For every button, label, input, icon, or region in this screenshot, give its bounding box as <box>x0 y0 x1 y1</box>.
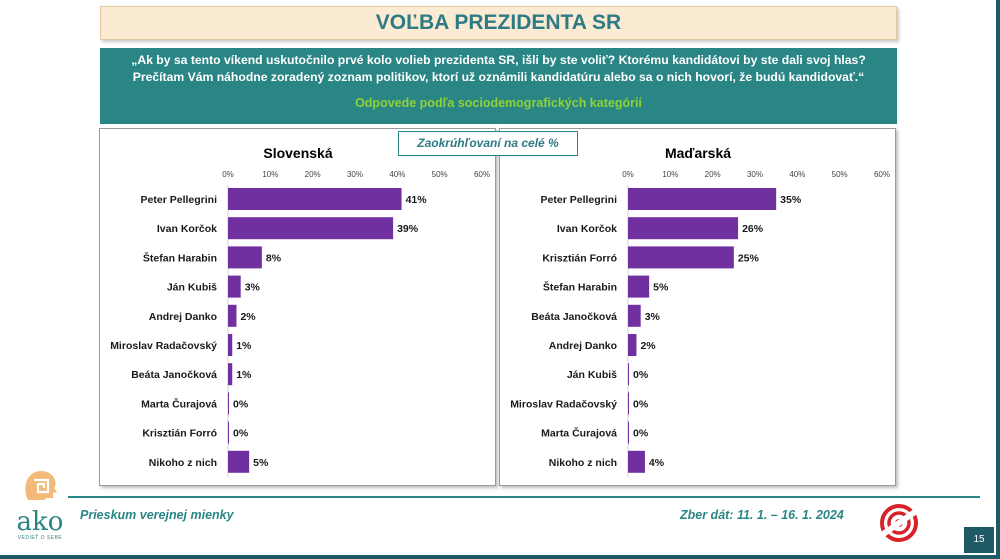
question-box: „Ak by sa tento víkend uskutočnilo prvé … <box>100 48 897 124</box>
bar <box>628 392 629 415</box>
data-label: 1% <box>236 340 252 352</box>
category-label: Andrej Danko <box>549 340 617 352</box>
bar <box>228 421 229 444</box>
data-label: 3% <box>245 282 261 294</box>
category-label: Beáta Janočková <box>131 369 217 381</box>
bar <box>228 246 262 269</box>
x-tick-label: 0% <box>622 170 634 179</box>
footer-divider <box>68 496 980 498</box>
data-label: 4% <box>649 457 665 469</box>
data-label: 5% <box>253 457 269 469</box>
category-label: Ivan Korčok <box>557 223 617 235</box>
bar <box>228 188 402 210</box>
category-label: Nikoho z nich <box>549 457 617 469</box>
rounding-note: Zaokrúhľovaní na celé % <box>398 131 578 156</box>
x-tick-label: 60% <box>874 170 890 179</box>
category-label: Ján Kubiš <box>167 282 217 294</box>
data-label: 5% <box>653 282 669 294</box>
data-label: 1% <box>236 369 252 381</box>
ako-logo-word: ako <box>16 507 64 537</box>
category-label: Krisztián Forró <box>142 428 217 440</box>
partner-logo-icon <box>879 504 919 542</box>
data-label: 25% <box>738 252 760 264</box>
category-label: Štefan Harabin <box>543 281 617 294</box>
bar <box>628 421 629 444</box>
category-label: Marta Čurajová <box>541 427 617 440</box>
x-tick-label: 30% <box>347 170 363 179</box>
bar <box>228 275 241 298</box>
data-label: 2% <box>240 311 256 323</box>
x-tick-label: 40% <box>789 170 805 179</box>
bar <box>628 246 734 269</box>
category-label: Beáta Janočková <box>531 311 617 323</box>
bar <box>628 275 650 298</box>
category-label: Štefan Harabin <box>143 251 217 264</box>
panel-madarska: Maďarská 0% 10% 20% 30% 40% 50% 60% Peter Pelleg… <box>499 128 896 486</box>
x-tick-label: 10% <box>662 170 678 179</box>
bar <box>628 188 777 210</box>
bar <box>628 217 739 240</box>
category-label: Peter Pellegrini <box>541 194 618 206</box>
bar <box>228 392 229 415</box>
data-label: 2% <box>640 340 656 352</box>
x-tick-label: 30% <box>747 170 763 179</box>
data-label: 0% <box>633 398 649 410</box>
title-banner: VOĽBA PREZIDENTA SR <box>100 6 897 40</box>
data-label: 26% <box>742 223 764 235</box>
category-label: Ivan Korčok <box>157 223 217 235</box>
category-label: Andrej Danko <box>149 311 217 323</box>
data-label: 3% <box>645 311 661 323</box>
question-line-2: Prečítam Vám náhodne zoradený zoznam pol… <box>132 70 865 84</box>
data-label: 39% <box>397 223 419 235</box>
chart-madarska: Maďarská 0% 10% 20% 30% 40% 50% 60% Peter Pelleg… <box>510 145 890 477</box>
bar <box>628 304 641 327</box>
category-label: Peter Pellegrini <box>141 194 218 206</box>
bar <box>628 363 629 386</box>
ako-head-icon <box>25 470 57 500</box>
question-text: „Ak by sa tento víkend uskutočnilo prvé … <box>100 48 897 86</box>
panel-slovenska: Slovenská 0% 10% 20% 30% 40% 50% 60% Peter Pelle… <box>99 128 496 486</box>
x-tick-label: 60% <box>474 170 490 179</box>
category-label: Nikoho z nich <box>149 457 217 469</box>
x-tick-label: 20% <box>705 170 721 179</box>
ako-logo: ako VEDIEŤ O SEBE <box>10 468 70 548</box>
data-label: 0% <box>633 369 649 381</box>
data-label: 8% <box>266 252 282 264</box>
bar <box>628 450 645 473</box>
ako-logo-tagline: VEDIEŤ O SEBE <box>17 535 63 541</box>
x-tick-label: 10% <box>262 170 278 179</box>
question-line-1: „Ak by sa tento víkend uskutočnilo prvé … <box>131 53 866 67</box>
chart-title: Slovenská <box>263 145 332 161</box>
data-label: 0% <box>233 398 249 410</box>
bar <box>228 450 250 473</box>
subtitle: Odpovede podľa sociodemografických kateg… <box>355 96 642 110</box>
x-tick-label: 40% <box>389 170 405 179</box>
category-label: Ján Kubiš <box>567 369 617 381</box>
data-label: 0% <box>233 428 249 440</box>
footer-survey-label: Prieskum verejnej mienky <box>80 508 234 522</box>
bar <box>228 304 237 327</box>
page-title: VOĽBA PREZIDENTA SR <box>375 11 622 34</box>
bar <box>628 334 637 356</box>
data-label: 35% <box>780 194 802 206</box>
footer-collection-date: Zber dát: 11. 1. – 16. 1. 2024 <box>680 508 844 522</box>
x-tick-label: 20% <box>305 170 321 179</box>
bar <box>228 217 394 240</box>
chart-slovenska: Slovenská 0% 10% 20% 30% 40% 50% 60% Peter Pelle… <box>110 145 490 477</box>
data-label: 0% <box>633 428 649 440</box>
bar <box>228 363 233 386</box>
category-label: Miroslav Radačovský <box>110 340 217 352</box>
category-label: Marta Čurajová <box>141 397 217 410</box>
x-tick-label: 50% <box>432 170 448 179</box>
category-label: Miroslav Radačovský <box>510 398 617 410</box>
bar <box>228 334 233 356</box>
data-label: 41% <box>406 194 428 206</box>
x-tick-label: 0% <box>222 170 234 179</box>
page-number: 15 <box>964 527 994 553</box>
category-label: Krisztián Forró <box>542 252 617 264</box>
chart-title: Maďarská <box>665 145 731 161</box>
x-tick-label: 50% <box>832 170 848 179</box>
